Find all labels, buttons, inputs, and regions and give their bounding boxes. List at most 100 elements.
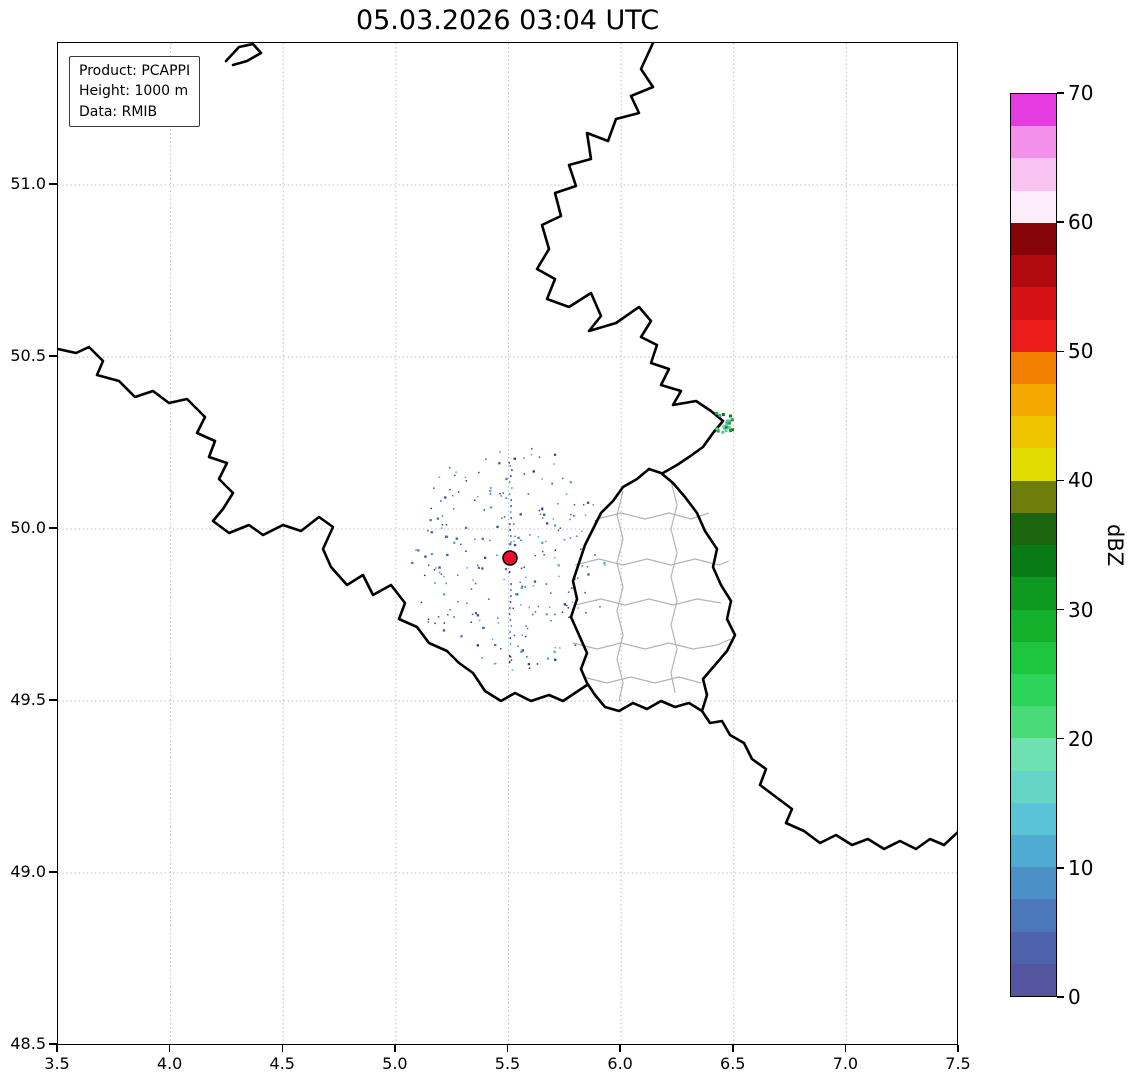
x-tick-mark xyxy=(844,1045,847,1052)
clutter-dot xyxy=(474,582,477,585)
clutter-dot xyxy=(586,501,590,504)
clutter-dot xyxy=(466,602,468,604)
map-plot: Product: PCAPPI Height: 1000 m Data: RMI… xyxy=(57,42,958,1045)
clutter-dot xyxy=(557,503,559,505)
clutter-dot xyxy=(573,515,575,517)
colorbar-segment xyxy=(1011,899,1056,932)
clutter-dot xyxy=(513,540,515,543)
clutter-dot xyxy=(498,462,501,465)
y-tick-mark xyxy=(49,1043,57,1045)
clutter-dot xyxy=(510,475,512,478)
colorbar-tick-label: 60 xyxy=(1068,210,1094,235)
clutter-dot xyxy=(567,591,570,593)
clutter-dot xyxy=(581,530,583,533)
clutter-dot xyxy=(465,526,468,529)
clutter-dot xyxy=(510,625,512,628)
radar-site-marker xyxy=(502,550,518,566)
clutter-dot xyxy=(526,656,528,658)
clutter-dot xyxy=(441,523,444,526)
clutter-dot xyxy=(570,513,572,516)
clutter-dot xyxy=(510,589,512,592)
colorbar-tick-mark xyxy=(1057,996,1064,998)
clutter-dot xyxy=(554,613,556,616)
echo-pixel xyxy=(715,412,719,416)
clutter-dot xyxy=(537,536,540,538)
colorbar-segment xyxy=(1011,706,1056,739)
clutter-dot xyxy=(523,457,525,459)
clutter-dot xyxy=(557,564,560,567)
colorbar-tick-mark xyxy=(1057,737,1064,740)
clutter-dot xyxy=(424,555,427,558)
clutter-dot xyxy=(435,567,437,569)
clutter-dot xyxy=(510,595,512,598)
clutter-dot xyxy=(538,456,541,458)
admin-border xyxy=(574,558,730,566)
clutter-dot xyxy=(446,553,449,557)
admin-border xyxy=(574,598,722,606)
clutter-dot xyxy=(489,489,492,492)
clutter-dot xyxy=(550,592,552,594)
clutter-dot xyxy=(510,505,512,508)
clutter-dot xyxy=(604,564,606,566)
clutter-dot xyxy=(584,514,587,516)
clutter-dot xyxy=(511,669,514,671)
clutter-dot xyxy=(457,600,459,603)
clutter-dot xyxy=(543,513,546,516)
clutter-dot xyxy=(434,622,436,625)
clutter-dot xyxy=(453,616,455,618)
clutter-dot xyxy=(536,663,539,665)
clutter-dot xyxy=(443,575,445,578)
x-tick-label: 4.5 xyxy=(269,1054,295,1073)
clutter-dot xyxy=(474,499,476,502)
clutter-dot xyxy=(466,567,468,569)
clutter-dot xyxy=(520,650,523,653)
clutter-dot xyxy=(559,527,562,529)
colorbar-segment xyxy=(1011,126,1056,159)
clutter-dot xyxy=(528,606,530,609)
clutter-dot xyxy=(444,496,447,499)
clutter-dot xyxy=(511,469,513,472)
clutter-dot xyxy=(471,613,474,616)
y-tick-mark xyxy=(49,871,57,873)
admin-border xyxy=(596,512,710,520)
clutter-dot xyxy=(491,638,494,641)
clutter-dot xyxy=(474,612,478,615)
clutter-dot xyxy=(503,516,506,518)
clutter-dot xyxy=(497,622,500,624)
clutter-dot xyxy=(509,661,511,664)
clutter-dot xyxy=(509,643,512,646)
clutter-dot xyxy=(452,494,454,497)
clutter-dot xyxy=(586,566,589,568)
y-tick-label: 49.5 xyxy=(10,690,46,709)
echo-pixel xyxy=(725,421,729,425)
clutter-dot xyxy=(559,647,561,649)
clutter-dot xyxy=(445,582,447,585)
clutter-dot xyxy=(541,541,544,544)
clutter-dot xyxy=(509,607,511,610)
colorbar-segment xyxy=(1011,512,1056,546)
clutter-dot xyxy=(546,522,549,525)
clutter-dot xyxy=(534,554,537,557)
colorbar-segment xyxy=(1011,190,1056,223)
y-tick-mark xyxy=(49,699,57,701)
echo-pixel xyxy=(721,430,725,434)
x-tick-mark xyxy=(394,1045,396,1052)
clutter-dot xyxy=(558,575,560,578)
clutter-dot xyxy=(527,493,530,495)
colorbar-segment xyxy=(1011,448,1056,481)
clutter-dot xyxy=(499,451,501,453)
clutter-dot xyxy=(443,622,446,624)
colorbar-segment xyxy=(1011,287,1056,320)
clutter-dot xyxy=(584,591,586,594)
colorbar-segment xyxy=(1011,319,1056,352)
clutter-dot xyxy=(581,565,583,567)
clutter-dot xyxy=(509,481,511,484)
clutter-dot xyxy=(499,493,501,495)
clutter-dot xyxy=(477,564,479,567)
colorbar-tick-mark xyxy=(1057,350,1064,353)
echo-pixel xyxy=(729,429,732,433)
clutter-dot xyxy=(445,524,448,526)
colorbar-segment xyxy=(1011,383,1056,417)
clutter-dot xyxy=(472,579,474,581)
